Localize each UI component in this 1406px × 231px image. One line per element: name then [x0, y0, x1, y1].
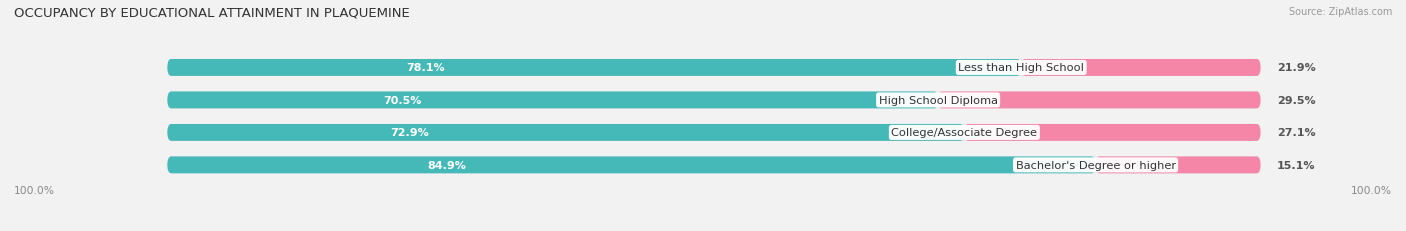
FancyBboxPatch shape: [938, 92, 1261, 109]
FancyBboxPatch shape: [167, 157, 1261, 173]
Text: 78.1%: 78.1%: [406, 63, 444, 73]
FancyBboxPatch shape: [1021, 60, 1261, 76]
Text: College/Associate Degree: College/Associate Degree: [891, 128, 1038, 138]
Text: 84.9%: 84.9%: [427, 160, 465, 170]
FancyBboxPatch shape: [167, 92, 938, 109]
Text: Bachelor's Degree or higher: Bachelor's Degree or higher: [1015, 160, 1175, 170]
FancyBboxPatch shape: [167, 157, 1095, 173]
FancyBboxPatch shape: [167, 125, 1261, 141]
FancyBboxPatch shape: [167, 60, 1021, 76]
Text: 72.9%: 72.9%: [391, 128, 429, 138]
FancyBboxPatch shape: [1095, 157, 1261, 173]
Text: 100.0%: 100.0%: [1351, 185, 1392, 195]
Text: 27.1%: 27.1%: [1277, 128, 1316, 138]
Text: 100.0%: 100.0%: [14, 185, 55, 195]
FancyBboxPatch shape: [167, 125, 965, 141]
Text: 70.5%: 70.5%: [382, 95, 422, 106]
Text: 15.1%: 15.1%: [1277, 160, 1316, 170]
Text: OCCUPANCY BY EDUCATIONAL ATTAINMENT IN PLAQUEMINE: OCCUPANCY BY EDUCATIONAL ATTAINMENT IN P…: [14, 7, 409, 20]
Text: 21.9%: 21.9%: [1277, 63, 1316, 73]
Text: High School Diploma: High School Diploma: [879, 95, 998, 106]
FancyBboxPatch shape: [965, 125, 1261, 141]
Text: 29.5%: 29.5%: [1277, 95, 1316, 106]
Text: Source: ZipAtlas.com: Source: ZipAtlas.com: [1288, 7, 1392, 17]
FancyBboxPatch shape: [167, 92, 1261, 109]
FancyBboxPatch shape: [167, 60, 1261, 76]
Text: Less than High School: Less than High School: [959, 63, 1084, 73]
